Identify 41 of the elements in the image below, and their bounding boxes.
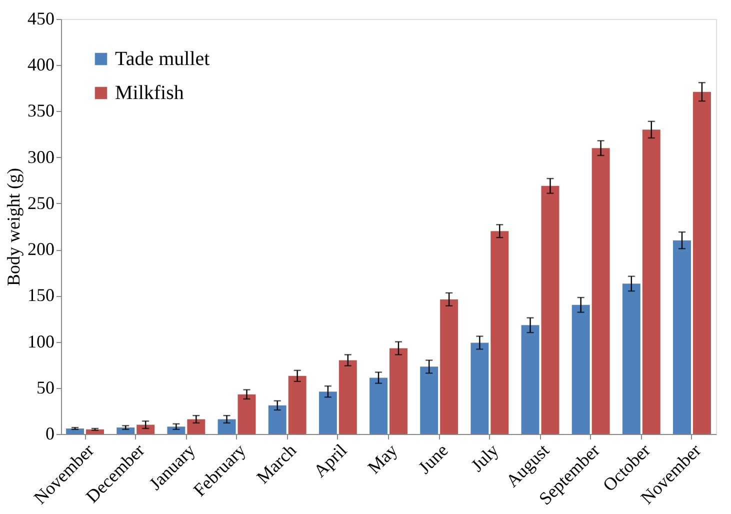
y-tick-label: 150 bbox=[28, 285, 54, 306]
y-tick-label: 0 bbox=[46, 424, 54, 444]
bar bbox=[420, 366, 438, 434]
bar bbox=[642, 130, 660, 434]
y-tick-label: 300 bbox=[28, 146, 54, 167]
bar bbox=[490, 231, 509, 434]
bar bbox=[66, 428, 84, 434]
x-tick-label: July bbox=[467, 440, 502, 476]
y-tick-label: 250 bbox=[28, 192, 54, 213]
bar bbox=[541, 186, 560, 434]
bar bbox=[167, 426, 186, 434]
bar bbox=[218, 419, 236, 434]
bar bbox=[470, 342, 489, 434]
bar bbox=[390, 348, 408, 434]
y-tick-label: 400 bbox=[28, 54, 54, 75]
y-axis-title: Body weight (g) bbox=[4, 168, 24, 286]
bar bbox=[187, 419, 206, 434]
bar bbox=[572, 304, 590, 434]
y-tick-label: 50 bbox=[36, 377, 54, 398]
bar bbox=[370, 378, 388, 434]
bar bbox=[136, 424, 155, 434]
bar bbox=[338, 360, 357, 434]
x-tick-label: June bbox=[414, 440, 452, 478]
y-tick-label: 350 bbox=[28, 100, 54, 121]
x-tick-label: May bbox=[364, 440, 402, 478]
bar bbox=[622, 284, 640, 434]
legend-label: Tade mullet bbox=[115, 48, 210, 70]
bar bbox=[288, 376, 306, 434]
bar bbox=[318, 392, 337, 434]
bar bbox=[440, 299, 458, 434]
bar bbox=[238, 394, 256, 434]
y-tick-label: 450 bbox=[28, 8, 54, 28]
legend-label: Milkfish bbox=[115, 82, 184, 104]
bar bbox=[521, 325, 540, 434]
bar bbox=[268, 405, 286, 434]
bar bbox=[116, 428, 135, 434]
y-tick-label: 100 bbox=[28, 331, 54, 352]
bar bbox=[673, 240, 691, 434]
bar bbox=[592, 148, 610, 434]
bar bbox=[692, 92, 711, 434]
y-tick-label: 200 bbox=[28, 239, 54, 260]
